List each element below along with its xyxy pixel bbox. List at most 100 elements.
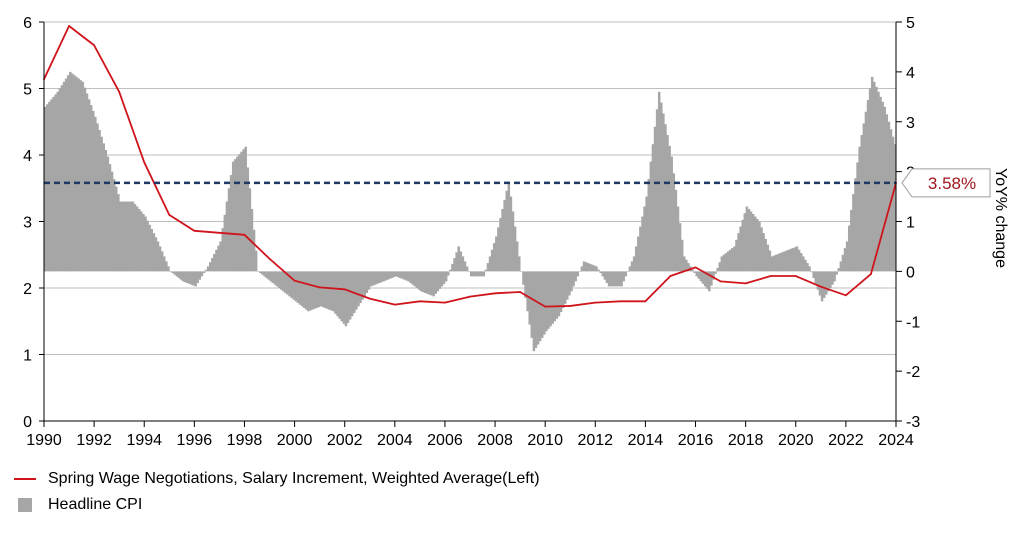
x-tick-label: 2022 [828, 432, 864, 449]
y-right-tick-label: 5 [906, 15, 915, 32]
cpi-bar [883, 106, 886, 272]
cpi-bar [474, 271, 477, 277]
x-tick-label: 2014 [628, 432, 664, 449]
cpi-bar [724, 253, 728, 272]
cpi-bar [465, 266, 469, 272]
cpi-bar [733, 246, 736, 272]
cpi-bar [764, 238, 767, 272]
cpi-bar [893, 144, 897, 272]
cpi-bar [421, 271, 425, 293]
cpi-bar [453, 258, 456, 272]
cpi-bar [298, 271, 302, 305]
cpi-bar [776, 253, 780, 272]
y-left-tick-label: 0 [23, 414, 32, 431]
cpi-bar [553, 271, 557, 322]
cpi-bar [643, 206, 646, 272]
cpi-bar [647, 179, 650, 272]
cpi-bar [430, 271, 433, 296]
cpi-bar [616, 271, 619, 287]
cpi-bar [361, 271, 364, 300]
x-tick-label: 1994 [126, 432, 162, 449]
cpi-bar [52, 96, 55, 272]
cpi-bar [102, 143, 105, 272]
cpi-bar [716, 268, 719, 272]
wage-point [844, 294, 847, 297]
x-tick-label: 1990 [26, 432, 62, 449]
cpi-bar [229, 174, 233, 272]
wage-point [769, 275, 772, 277]
cpi-bar [845, 241, 849, 272]
cpi-bar [104, 150, 108, 272]
cpi-bar [100, 136, 103, 272]
cpi-bar [701, 271, 705, 284]
cpi-bar [44, 106, 47, 272]
cpi-bar [710, 271, 713, 286]
cpi-bar [213, 253, 216, 272]
cpi-bar [488, 256, 492, 272]
cpi-bar [486, 263, 490, 272]
cpi-bar [666, 135, 669, 272]
cpi-bar [69, 71, 72, 272]
cpi-bar [190, 271, 193, 285]
cpi-bar [340, 271, 344, 322]
cpi-bar [115, 186, 118, 272]
cpi-bar [219, 241, 222, 272]
cpi-bar [87, 99, 91, 272]
cpi-bar [50, 99, 53, 272]
cpi-bar [92, 110, 95, 272]
cpi-bar [202, 271, 206, 274]
cpi-bar [363, 271, 366, 297]
cpi-bar [392, 271, 396, 278]
cpi-bar [89, 105, 93, 272]
cpi-bar [476, 271, 479, 277]
cpi-bar [655, 109, 659, 272]
cpi-bar [599, 271, 602, 274]
cpi-bar [384, 271, 387, 281]
cpi-bar [409, 271, 412, 284]
cpi-bar [192, 271, 195, 286]
cpi-bar [148, 224, 151, 272]
cpi-bar [96, 123, 99, 272]
cpi-bar [250, 209, 254, 272]
cpi-bar [396, 271, 400, 278]
cpi-bar [173, 271, 176, 275]
cpi-bar [463, 261, 467, 272]
cpi-bar [856, 162, 859, 272]
cpi-bar [754, 216, 757, 272]
cpi-bar [674, 189, 678, 272]
cpi-bar [417, 271, 421, 290]
cpi-bar [566, 271, 569, 300]
cpi-bar [680, 239, 684, 272]
cpi-bar [743, 213, 747, 272]
cpi-bar [321, 271, 325, 308]
cpi-bar [843, 248, 847, 272]
cpi-bar [171, 271, 174, 274]
wage-point [469, 295, 471, 298]
cpi-bar [657, 91, 661, 272]
x-tick-label: 2010 [527, 432, 563, 449]
cpi-bar [75, 76, 78, 272]
cpi-bar [735, 239, 738, 272]
y-left-tick-label: 3 [23, 215, 32, 232]
cpi-bar [639, 226, 642, 272]
wage-point [719, 280, 722, 283]
cpi-bar [79, 80, 82, 272]
cpi-bar [618, 271, 621, 287]
cpi-bar [495, 236, 498, 272]
cpi-bar [371, 271, 375, 286]
cpi-bar [355, 271, 358, 310]
cpi-bar [620, 271, 623, 287]
cpi-bar [873, 81, 876, 272]
cpi-bar [158, 246, 162, 272]
cpi-bar [307, 271, 310, 312]
cpi-bar [386, 271, 389, 280]
x-tick-label: 2024 [878, 432, 914, 449]
cpi-bar [300, 271, 304, 307]
cpi-bar [58, 88, 62, 272]
cpi-bar [703, 271, 707, 287]
wage-point [669, 275, 672, 277]
y-axis-left-ticks: 0 1 2 3 4 5 6 [23, 15, 44, 431]
cpi-bar [455, 252, 458, 272]
cpi-bar [442, 271, 446, 284]
